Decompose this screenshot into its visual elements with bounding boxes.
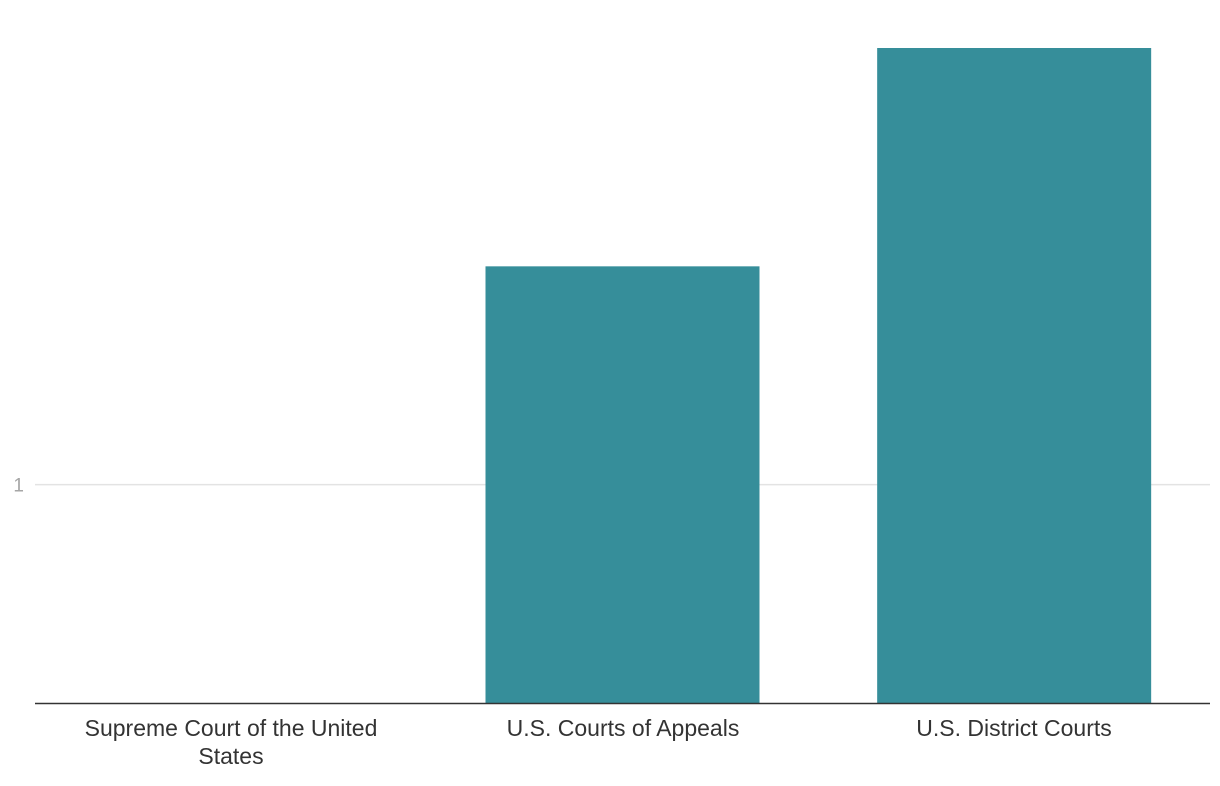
category-label-district-courts: U.S. District Courts <box>916 715 1112 741</box>
category-label-courts-of-appeals: U.S. Courts of Appeals <box>506 715 740 741</box>
bars <box>485 48 1152 703</box>
y-tick-label: 1 <box>13 476 24 497</box>
bar-1 <box>485 266 760 703</box>
category-label-supreme-court: Supreme Court of the United States <box>84 715 378 769</box>
bar-2 <box>877 48 1152 703</box>
y-axis-ticks: 1 <box>13 476 24 497</box>
